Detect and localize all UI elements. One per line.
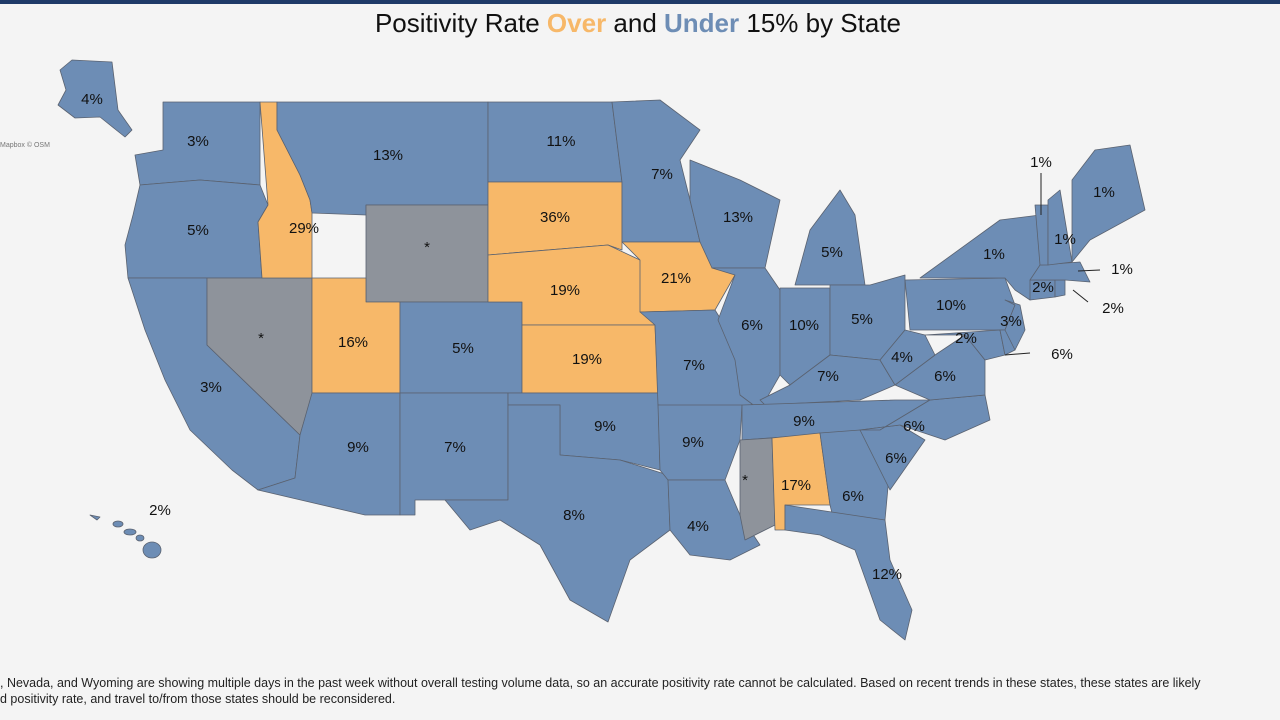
leader-line: [1072, 289, 1089, 303]
state-label: 6%: [934, 368, 956, 385]
title-part: Under: [664, 8, 739, 38]
state-label: *: [742, 472, 748, 489]
state-label: 6%: [903, 418, 925, 435]
island-shape: [112, 520, 124, 528]
state-shape: [444, 404, 671, 623]
state-label: 13%: [723, 209, 753, 226]
state-labels: 3% 5% 3% * 29% 13% * 16% 5% 9% 7% 11% 36% 19% 19% 9% 8% 7…: [81, 91, 1133, 583]
state-label: 36%: [540, 209, 570, 226]
state-shape: [924, 329, 1006, 361]
state-shape: [1071, 144, 1146, 263]
state-label: *: [258, 330, 264, 347]
island-shape: [123, 528, 137, 536]
state-label: 3%: [187, 133, 209, 150]
title-part: and: [606, 8, 664, 38]
state-shape: [487, 181, 623, 256]
state-label: 12%: [872, 566, 902, 583]
state-label: 5%: [851, 311, 873, 328]
state-label: 2%: [955, 330, 977, 347]
state-label: 5%: [821, 244, 843, 261]
state-shape: [739, 437, 776, 541]
state-label: 6%: [842, 488, 864, 505]
state-label: 1%: [1111, 261, 1133, 278]
state-shape: [57, 59, 133, 138]
state-label: 2%: [1102, 300, 1124, 317]
state-shape: [89, 514, 101, 521]
state-shape: [1029, 261, 1091, 283]
state-label: 1%: [1030, 154, 1052, 171]
title-part: 15% by State: [739, 8, 901, 38]
state-label: 19%: [572, 351, 602, 368]
state-label: 4%: [81, 91, 103, 108]
state-label: 5%: [187, 222, 209, 239]
leader-line: [1004, 352, 1031, 356]
state-label: 4%: [891, 349, 913, 366]
leader-line: [1077, 269, 1101, 272]
states: [57, 59, 1146, 641]
state-label: 29%: [289, 220, 319, 237]
footnote-line: , Nevada, and Wyoming are showing multip…: [0, 676, 1201, 690]
state-label: 5%: [452, 340, 474, 357]
state-label: 4%: [687, 518, 709, 535]
state-label: 10%: [789, 317, 819, 334]
state-shape: [784, 504, 913, 641]
state-label: 1%: [1054, 231, 1076, 248]
state-label: 7%: [444, 439, 466, 456]
state-label: 19%: [550, 282, 580, 299]
state-label: 16%: [338, 334, 368, 351]
footnote-line: d positivity rate, and travel to/from th…: [0, 692, 395, 706]
state-label: 1%: [983, 246, 1005, 263]
title-part: Over: [547, 8, 606, 38]
island-shape: [135, 534, 145, 542]
state-shape: [1054, 279, 1066, 298]
top-bar: [0, 0, 1280, 4]
state-shape: [667, 479, 761, 561]
state-label: 9%: [682, 434, 704, 451]
state-label: 7%: [817, 368, 839, 385]
state-label: 17%: [781, 477, 811, 494]
state-label: 21%: [661, 270, 691, 287]
island-shape: [142, 541, 162, 559]
state-label: 8%: [563, 507, 585, 524]
state-shape: [711, 267, 781, 411]
state-label: 3%: [200, 379, 222, 396]
state-label: 1%: [1093, 184, 1115, 201]
state-label: 3%: [1000, 313, 1022, 330]
state-label: 7%: [683, 357, 705, 374]
state-label: 10%: [936, 297, 966, 314]
state-shape: [1047, 189, 1073, 266]
state-label: 7%: [651, 166, 673, 183]
state-label: 6%: [741, 317, 763, 334]
attribution: Mapbox © OSM: [0, 141, 50, 149]
state-label: 9%: [594, 418, 616, 435]
title-part: Positivity Rate: [375, 8, 547, 38]
state-label: 6%: [1051, 346, 1073, 363]
state-label: 11%: [547, 133, 576, 150]
title: Positivity Rate Over and Under 15% by St…: [375, 8, 901, 38]
state-shape: [1004, 299, 1026, 351]
state-label: 9%: [793, 413, 815, 430]
state-shape: [794, 189, 866, 286]
state-label: 13%: [373, 147, 403, 164]
state-label: *: [424, 239, 430, 256]
state-label: 6%: [885, 450, 907, 467]
state-label: 2%: [1032, 279, 1054, 296]
state-label: 9%: [347, 439, 369, 456]
state-shape: [879, 329, 936, 386]
state-label: 2%: [149, 502, 171, 519]
